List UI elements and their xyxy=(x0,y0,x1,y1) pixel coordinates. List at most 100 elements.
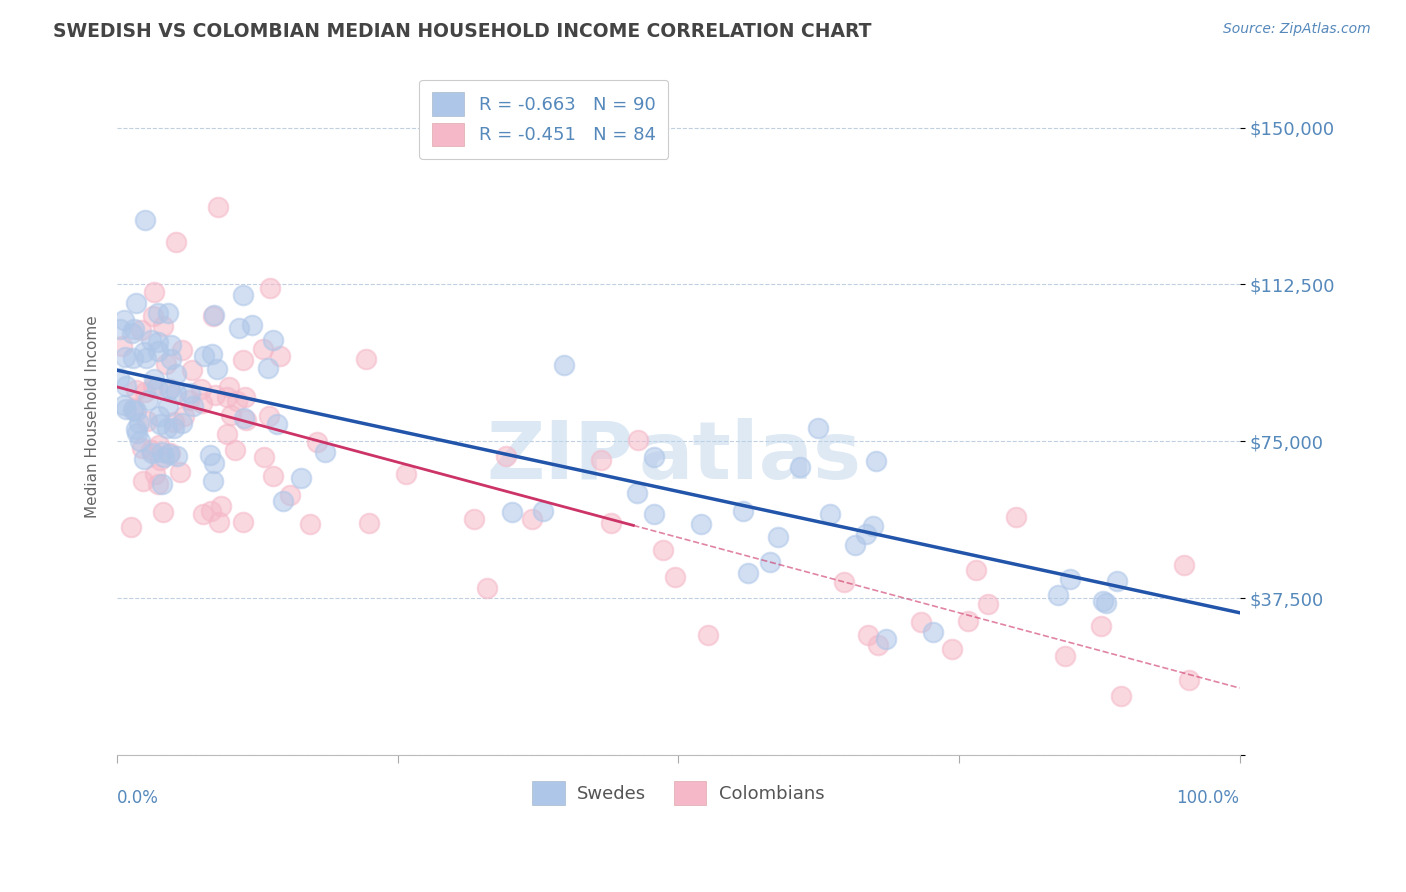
Point xyxy=(278,488,301,502)
Text: SWEDISH VS COLOMBIAN MEDIAN HOUSEHOLD INCOME CORRELATION CHART: SWEDISH VS COLOMBIAN MEDIAN HOUSEHOLD IN… xyxy=(53,22,872,41)
Point xyxy=(112,398,135,412)
Point xyxy=(262,469,284,483)
Point xyxy=(475,581,498,595)
Point xyxy=(142,309,165,323)
Point xyxy=(875,632,897,647)
Point xyxy=(240,318,263,332)
Point xyxy=(169,465,191,479)
Point xyxy=(142,380,165,394)
Point xyxy=(125,403,148,417)
Point xyxy=(143,467,166,481)
Point xyxy=(766,530,789,544)
Point xyxy=(134,212,156,227)
Point xyxy=(219,408,242,422)
Point xyxy=(159,338,181,352)
Point xyxy=(921,624,943,639)
Point xyxy=(111,338,134,352)
Point xyxy=(1095,596,1118,610)
Point xyxy=(652,542,675,557)
Point xyxy=(156,306,179,320)
Point xyxy=(257,361,280,376)
Point xyxy=(643,450,665,464)
Point xyxy=(626,485,648,500)
Point xyxy=(135,351,157,365)
Point xyxy=(209,499,232,513)
Point xyxy=(1054,649,1077,664)
Point xyxy=(125,425,148,440)
Point xyxy=(157,399,180,413)
Point xyxy=(866,638,889,652)
Point xyxy=(172,416,194,430)
Point xyxy=(215,390,238,404)
Point xyxy=(112,312,135,326)
Point xyxy=(201,347,224,361)
Point xyxy=(218,380,240,394)
Point xyxy=(737,566,759,580)
Point xyxy=(395,467,418,482)
Point xyxy=(266,417,288,431)
Point xyxy=(148,438,170,452)
Point xyxy=(314,444,336,458)
Point xyxy=(143,372,166,386)
Point xyxy=(157,382,180,396)
Point xyxy=(163,420,186,434)
Point xyxy=(226,394,249,409)
Point xyxy=(208,515,231,529)
Point xyxy=(262,333,284,347)
Point xyxy=(259,409,281,423)
Point xyxy=(520,512,543,526)
Text: atlas: atlas xyxy=(638,417,862,496)
Point xyxy=(204,388,226,402)
Point xyxy=(159,446,181,460)
Point xyxy=(731,504,754,518)
Point xyxy=(941,642,963,657)
Point xyxy=(121,326,143,340)
Point xyxy=(114,402,136,417)
Point xyxy=(356,352,378,367)
Point xyxy=(200,504,222,518)
Point xyxy=(252,450,274,465)
Point xyxy=(156,421,179,435)
Point xyxy=(910,615,932,630)
Point xyxy=(124,383,146,397)
Point xyxy=(131,442,153,456)
Point xyxy=(139,333,162,347)
Legend: Swedes, Colombians: Swedes, Colombians xyxy=(523,772,834,814)
Point xyxy=(202,308,225,322)
Point xyxy=(125,422,148,436)
Text: ZIP: ZIP xyxy=(486,417,633,496)
Point xyxy=(235,412,257,426)
Point xyxy=(165,367,187,381)
Point xyxy=(170,343,193,357)
Text: 100.0%: 100.0% xyxy=(1177,789,1240,806)
Point xyxy=(1178,673,1201,687)
Point xyxy=(198,448,221,462)
Point xyxy=(141,445,163,459)
Point xyxy=(501,505,523,519)
Point xyxy=(157,447,180,461)
Point xyxy=(232,352,254,367)
Point xyxy=(359,516,381,530)
Point xyxy=(235,390,257,404)
Point xyxy=(495,449,517,463)
Point xyxy=(132,474,155,488)
Point xyxy=(180,363,202,377)
Point xyxy=(252,342,274,356)
Point xyxy=(202,309,225,323)
Point xyxy=(259,281,281,295)
Point xyxy=(965,563,987,577)
Point xyxy=(179,385,201,400)
Point xyxy=(205,362,228,376)
Point xyxy=(1109,690,1132,704)
Point xyxy=(134,451,156,466)
Point xyxy=(290,471,312,485)
Point xyxy=(146,306,169,320)
Point xyxy=(179,393,201,408)
Point xyxy=(129,323,152,337)
Point xyxy=(124,401,146,416)
Point xyxy=(977,598,1000,612)
Point xyxy=(163,415,186,429)
Point xyxy=(228,321,250,335)
Point xyxy=(806,421,828,435)
Point xyxy=(298,517,321,532)
